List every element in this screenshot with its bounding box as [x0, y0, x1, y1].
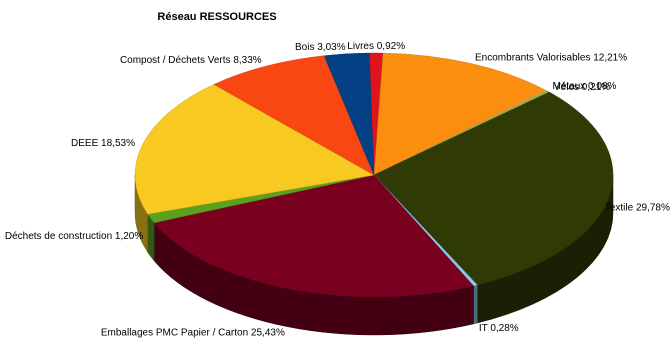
- pie-slice-deee-18-53: [134, 84, 375, 215]
- label-dechets-de-construction-1-20: Déchets de construction 1,20%: [5, 231, 144, 242]
- label-textile-29-78: Textile 29,78%: [605, 202, 670, 213]
- label-encombrants-valorisables-12-21: Encombrants Valorisables 12,21%: [475, 52, 627, 63]
- pie-side-it-0-28: [473, 284, 478, 325]
- pie-slice-textile-29-78: [373, 91, 614, 286]
- label-compost-dechets-verts-8-33: Compost / Déchets Verts 8,33%: [120, 55, 262, 66]
- pie-slice-bois-3-03: [323, 52, 375, 176]
- label-velos-0-21: Vélos 0,21%: [554, 82, 610, 93]
- label-livres-0-92: Livres 0,92%: [347, 41, 405, 52]
- label-metaux-0-08: Métaux 0,08%: [552, 81, 616, 92]
- pie-tops: [134, 52, 614, 298]
- label-bois-3-03: Bois 3,03%: [295, 42, 346, 53]
- label-it-0-28: IT 0,28%: [479, 323, 519, 334]
- pie-slice-compost-dechets-verts-8-33: [213, 55, 375, 176]
- pie-sides: [134, 174, 614, 336]
- pie-labels: Livres 0,92% Encombrants Valorisables 12,…: [5, 41, 670, 339]
- pie-slice-encombrants-valorisables-12-21: [373, 52, 547, 176]
- label-emballages-pmc-papier-carton-25-43: Emballages PMC Papier / Carton 25,43%: [101, 328, 285, 339]
- chart-title: Réseau RESSOURCES: [157, 11, 276, 23]
- label-deee-18-53: DEEE 18,53%: [71, 138, 135, 149]
